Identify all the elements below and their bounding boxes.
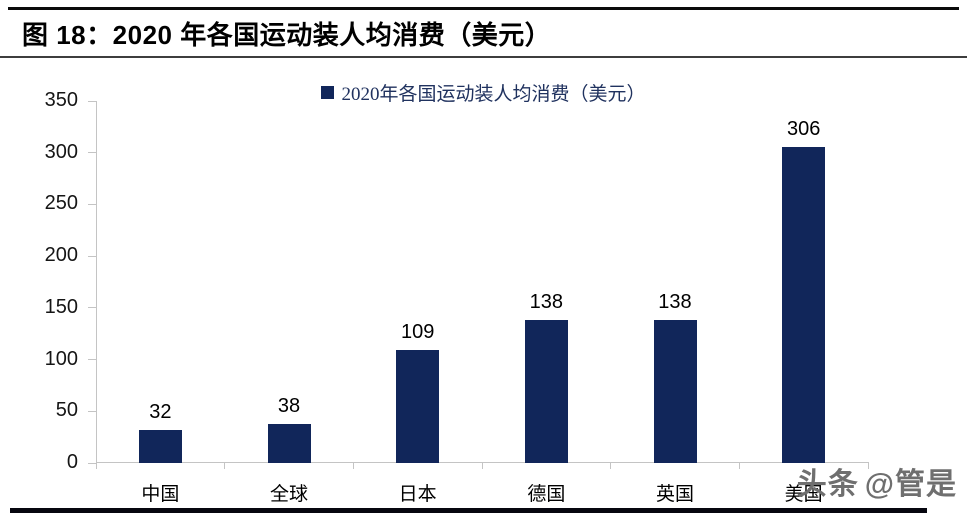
x-axis-label: 中国 bbox=[141, 484, 180, 505]
y-axis-label: 200 bbox=[44, 244, 78, 267]
y-axis-tick bbox=[88, 359, 96, 361]
y-axis-tick bbox=[88, 152, 96, 154]
y-axis-tick bbox=[88, 255, 96, 257]
y-axis-label: 250 bbox=[44, 192, 78, 215]
y-axis-label: 150 bbox=[44, 295, 78, 318]
bar-value-label: 109 bbox=[400, 321, 435, 344]
x-axis-label: 德国 bbox=[527, 484, 566, 505]
bar-value-label: 306 bbox=[786, 117, 821, 140]
bar bbox=[267, 423, 311, 463]
bar-value-label: 138 bbox=[529, 291, 564, 314]
x-axis-tick bbox=[867, 462, 869, 469]
x-axis-tick bbox=[610, 462, 612, 469]
bottom-divider bbox=[10, 508, 927, 513]
y-axis-tick bbox=[88, 462, 96, 464]
y-axis-label: 50 bbox=[55, 399, 78, 422]
y-axis-tick bbox=[88, 203, 96, 205]
x-axis-label: 全球 bbox=[269, 484, 308, 505]
x-axis-label: 英国 bbox=[655, 484, 694, 505]
title-divider bbox=[0, 56, 967, 58]
y-axis-label: 350 bbox=[44, 89, 78, 111]
y-axis-label: 300 bbox=[44, 140, 78, 163]
watermark: 头条 @管是 bbox=[797, 468, 957, 502]
figure-title: 图 18：2020 年各国运动装人均消费（美元） bbox=[22, 20, 552, 50]
bar bbox=[653, 320, 697, 463]
bar bbox=[782, 146, 826, 463]
bar-value-label: 32 bbox=[149, 400, 172, 423]
y-axis-tick bbox=[88, 307, 96, 309]
top-divider bbox=[8, 7, 959, 10]
x-axis-label: 美国 bbox=[784, 484, 823, 505]
bar-chart-plot: 0 50 100 150 200 250 300 350 32 中国 38 全球 109 日本 138 德国 1… bbox=[45, 89, 869, 505]
chart-legend: 2020年各国运动装人均消费（美元） bbox=[0, 79, 967, 106]
x-axis-tick bbox=[352, 462, 354, 469]
watermark-handle: @管是 bbox=[864, 468, 957, 501]
bar-value-label: 138 bbox=[658, 291, 692, 314]
watermark-brand: 头条 bbox=[796, 468, 859, 501]
y-axis-label: 0 bbox=[66, 451, 78, 473]
y-axis-line bbox=[96, 101, 97, 463]
legend-label: 2020年各国运动装人均消费（美元） bbox=[341, 84, 646, 105]
bar-value-label: 38 bbox=[277, 394, 301, 417]
y-axis-tick bbox=[88, 410, 96, 412]
legend-marker-icon bbox=[321, 86, 335, 99]
x-axis-label: 日本 bbox=[398, 484, 437, 505]
x-axis-tick bbox=[95, 462, 97, 469]
bar bbox=[138, 429, 182, 463]
bar bbox=[524, 320, 568, 463]
y-axis-tick bbox=[88, 100, 96, 102]
x-axis-tick bbox=[738, 462, 740, 469]
x-axis-tick bbox=[481, 462, 483, 469]
x-axis-tick bbox=[224, 462, 226, 469]
bar bbox=[396, 350, 440, 463]
y-axis-label: 100 bbox=[44, 347, 78, 370]
